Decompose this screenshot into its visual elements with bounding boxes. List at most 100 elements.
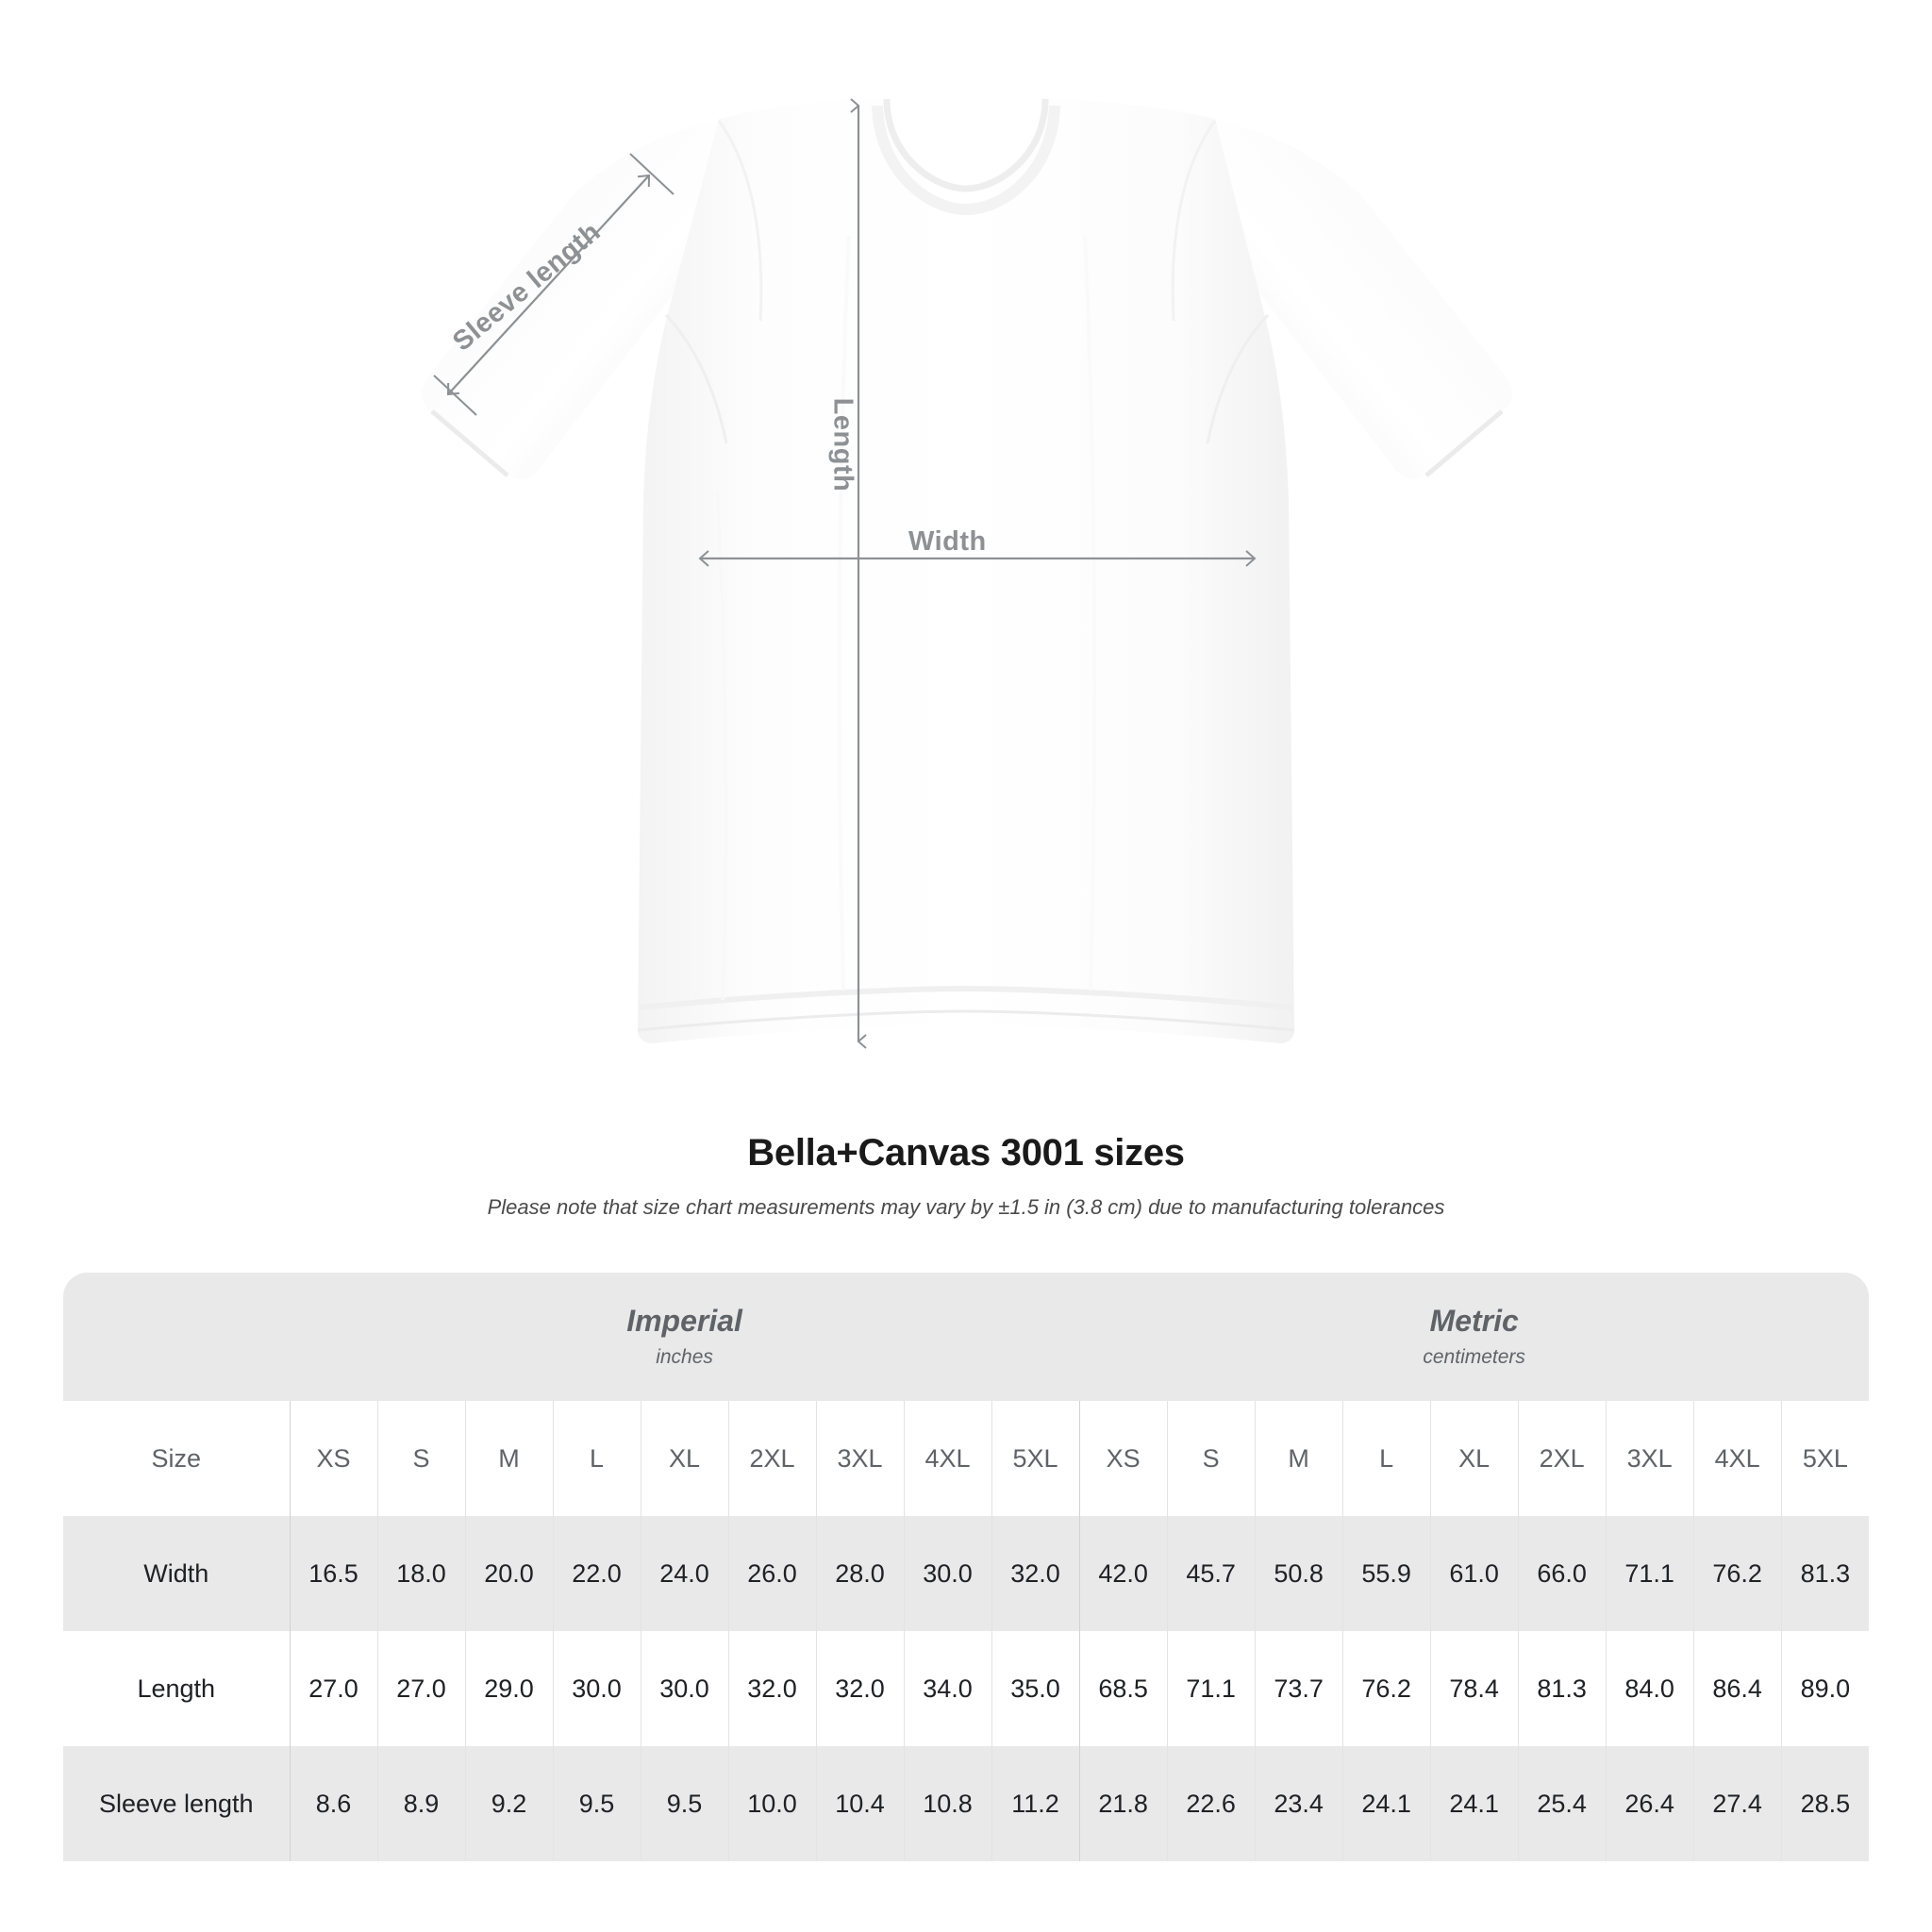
cell-length-xs-metric: 68.5 bbox=[1078, 1631, 1168, 1746]
row-header-sleeve-length: Sleeve length bbox=[63, 1746, 290, 1861]
cell-length-xl-imperial: 30.0 bbox=[640, 1631, 728, 1746]
tshirt-illustration: Sleeve length Length Width bbox=[421, 98, 1513, 1049]
size-header-cell-5xl-imperial: 5XL bbox=[991, 1401, 1080, 1516]
cell-width-2xl-metric: 66.0 bbox=[1517, 1516, 1607, 1631]
cell-width-s-metric: 45.7 bbox=[1166, 1516, 1256, 1631]
cell-length-s-imperial: 27.0 bbox=[376, 1631, 465, 1746]
cell-width-m-imperial: 20.0 bbox=[464, 1516, 553, 1631]
cell-sleeve-length-3xl-imperial: 10.4 bbox=[815, 1746, 904, 1861]
cell-sleeve-length-l-imperial: 9.5 bbox=[552, 1746, 641, 1861]
cell-width-5xl-metric: 81.3 bbox=[1780, 1516, 1870, 1631]
unit-header-spacer bbox=[63, 1273, 290, 1401]
size-header-cell-m-imperial: M bbox=[464, 1401, 553, 1516]
unit-group-unit: inches bbox=[656, 1346, 713, 1369]
size-chart-table-wrap: Imperial inches Metric centimeters Size XS S M L… bbox=[63, 1273, 1870, 1861]
left-shoulder-seam bbox=[717, 120, 763, 322]
cell-length-2xl-imperial: 32.0 bbox=[727, 1631, 816, 1746]
cell-width-3xl-imperial: 28.0 bbox=[815, 1516, 904, 1631]
table-row: Width 16.5 18.0 20.0 22.0 24.0 26.0 28.0 30.0 32.… bbox=[63, 1516, 1870, 1631]
size-header-cell-4xl-imperial: 4XL bbox=[903, 1401, 991, 1516]
cell-width-xs-imperial: 16.5 bbox=[289, 1516, 377, 1631]
unit-group-unit: centimeters bbox=[1423, 1346, 1525, 1369]
size-header-cell-2xl-imperial: 2XL bbox=[727, 1401, 816, 1516]
size-header-cell-s-imperial: S bbox=[376, 1401, 465, 1516]
table-row: Sleeve length 8.6 8.9 9.2 9.5 9.5 10.0 10.4 10.8… bbox=[63, 1746, 1870, 1861]
cell-sleeve-length-3xl-metric: 26.4 bbox=[1605, 1746, 1694, 1861]
cell-length-m-imperial: 29.0 bbox=[464, 1631, 553, 1746]
size-header-cell-4xl-metric: 4XL bbox=[1692, 1401, 1782, 1516]
cell-sleeve-length-s-metric: 22.6 bbox=[1166, 1746, 1256, 1861]
size-header-cell-5xl-metric: 5XL bbox=[1780, 1401, 1870, 1516]
size-header-cell-l-metric: L bbox=[1341, 1401, 1431, 1516]
sleeve-tick-top bbox=[629, 153, 675, 195]
cell-width-xl-metric: 61.0 bbox=[1429, 1516, 1519, 1631]
cell-length-4xl-metric: 86.4 bbox=[1692, 1631, 1782, 1746]
cell-length-s-metric: 71.1 bbox=[1166, 1631, 1256, 1746]
size-row-header: Size bbox=[63, 1401, 290, 1516]
left-cuff bbox=[430, 409, 509, 477]
size-header-cell-xl-imperial: XL bbox=[640, 1401, 728, 1516]
cell-length-5xl-metric: 89.0 bbox=[1780, 1631, 1870, 1746]
cell-width-l-metric: 55.9 bbox=[1341, 1516, 1431, 1631]
tshirt-diagram-svg bbox=[421, 98, 1513, 1049]
size-header-cell-xs-imperial: XS bbox=[289, 1401, 377, 1516]
cell-length-l-metric: 76.2 bbox=[1341, 1631, 1431, 1746]
cell-sleeve-length-5xl-metric: 28.5 bbox=[1780, 1746, 1870, 1861]
sleeve-tick-bottom bbox=[433, 375, 477, 416]
cell-width-l-imperial: 22.0 bbox=[552, 1516, 641, 1631]
length-label: Length bbox=[827, 397, 858, 492]
size-header-cell-s-metric: S bbox=[1166, 1401, 1256, 1516]
page-subtitle: Please note that size chart measurements… bbox=[487, 1195, 1445, 1219]
cell-sleeve-length-5xl-imperial: 11.2 bbox=[991, 1746, 1080, 1861]
unit-group-name: Imperial bbox=[626, 1304, 742, 1339]
size-header-cell-3xl-metric: 3XL bbox=[1605, 1401, 1694, 1516]
cell-width-xl-imperial: 24.0 bbox=[640, 1516, 728, 1631]
cell-width-4xl-metric: 76.2 bbox=[1692, 1516, 1782, 1631]
size-header-cell-m-metric: M bbox=[1254, 1401, 1343, 1516]
right-sleeve-seam bbox=[1206, 313, 1270, 444]
unit-group-header-row: Imperial inches Metric centimeters bbox=[63, 1273, 1870, 1401]
cell-length-2xl-metric: 81.3 bbox=[1517, 1631, 1607, 1746]
size-header-cell-l-imperial: L bbox=[552, 1401, 641, 1516]
sleeve-length-arrow bbox=[446, 174, 651, 396]
cell-sleeve-length-m-imperial: 9.2 bbox=[464, 1746, 553, 1861]
unit-group-name: Metric bbox=[1429, 1304, 1519, 1339]
cell-sleeve-length-s-imperial: 8.9 bbox=[376, 1746, 465, 1861]
measurement-annotations bbox=[433, 98, 1257, 1049]
cell-length-xl-metric: 78.4 bbox=[1429, 1631, 1519, 1746]
cell-width-xs-metric: 42.0 bbox=[1078, 1516, 1168, 1631]
cell-length-xs-imperial: 27.0 bbox=[289, 1631, 377, 1746]
cell-width-4xl-imperial: 30.0 bbox=[903, 1516, 991, 1631]
width-label: Width bbox=[908, 526, 987, 557]
cell-width-3xl-metric: 71.1 bbox=[1605, 1516, 1694, 1631]
tshirt-body bbox=[638, 99, 1294, 1043]
cell-length-3xl-imperial: 32.0 bbox=[815, 1631, 904, 1746]
cell-sleeve-length-m-metric: 23.4 bbox=[1254, 1746, 1343, 1861]
cell-width-m-metric: 50.8 bbox=[1254, 1516, 1343, 1631]
collar-rib bbox=[872, 105, 1060, 216]
cell-sleeve-length-2xl-imperial: 10.0 bbox=[727, 1746, 816, 1861]
table-row: Length 27.0 27.0 29.0 30.0 30.0 32.0 32.0 34.0 35… bbox=[63, 1631, 1870, 1746]
right-cuff bbox=[1424, 409, 1504, 477]
cell-length-4xl-imperial: 34.0 bbox=[903, 1631, 991, 1746]
row-header-width: Width bbox=[63, 1516, 290, 1631]
left-sleeve-seam bbox=[664, 313, 728, 444]
right-sleeve bbox=[1217, 121, 1513, 479]
cell-sleeve-length-xs-metric: 21.8 bbox=[1078, 1746, 1168, 1861]
size-header-row: Size XS S M L XL 2XL 3XL 4XL 5XL XS S M L XL 2XL 3XL 4XL 5… bbox=[63, 1401, 1870, 1516]
cell-width-2xl-imperial: 26.0 bbox=[727, 1516, 816, 1631]
size-header-cell-xl-metric: XL bbox=[1429, 1401, 1519, 1516]
cell-sleeve-length-xl-metric: 24.1 bbox=[1429, 1746, 1519, 1861]
cell-sleeve-length-2xl-metric: 25.4 bbox=[1517, 1746, 1607, 1861]
size-header-cell-2xl-metric: 2XL bbox=[1517, 1401, 1607, 1516]
size-header-cell-3xl-imperial: 3XL bbox=[815, 1401, 904, 1516]
cell-width-s-imperial: 18.0 bbox=[376, 1516, 465, 1631]
page-title: Bella+Canvas 3001 sizes bbox=[747, 1132, 1185, 1174]
unit-group-imperial: Imperial inches bbox=[290, 1273, 1080, 1401]
size-header-cell-xs-metric: XS bbox=[1078, 1401, 1168, 1516]
neckline bbox=[883, 98, 1049, 192]
bottom-hem bbox=[639, 985, 1293, 1010]
cell-length-5xl-imperial: 35.0 bbox=[991, 1631, 1080, 1746]
right-shoulder-seam bbox=[1171, 120, 1217, 322]
cell-length-l-imperial: 30.0 bbox=[552, 1631, 641, 1746]
